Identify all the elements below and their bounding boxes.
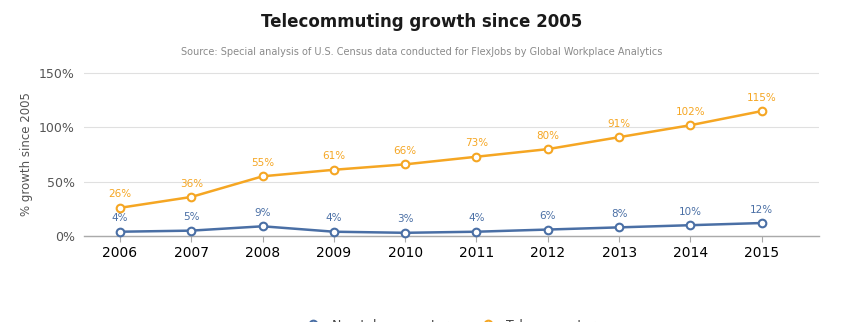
Text: 4%: 4%: [326, 213, 342, 223]
Text: 80%: 80%: [536, 131, 560, 141]
Text: 12%: 12%: [750, 205, 773, 215]
Text: 10%: 10%: [679, 207, 702, 217]
Text: 102%: 102%: [675, 107, 706, 117]
Text: 4%: 4%: [111, 213, 128, 223]
Text: 6%: 6%: [539, 211, 556, 221]
Text: 5%: 5%: [183, 212, 199, 222]
Text: 26%: 26%: [109, 189, 132, 199]
Text: 61%: 61%: [322, 151, 345, 161]
Text: 73%: 73%: [465, 138, 488, 148]
Text: 3%: 3%: [397, 214, 414, 224]
Text: 36%: 36%: [180, 179, 203, 189]
Text: Telecommuting growth since 2005: Telecommuting growth since 2005: [262, 13, 582, 31]
Text: 115%: 115%: [747, 93, 776, 103]
Legend: Non-telecommuters, Telecommuters: Non-telecommuters, Telecommuters: [296, 314, 607, 322]
Text: 91%: 91%: [608, 119, 630, 129]
Text: 9%: 9%: [254, 208, 271, 218]
Y-axis label: % growth since 2005: % growth since 2005: [20, 93, 33, 216]
Text: 55%: 55%: [251, 158, 274, 168]
Text: 8%: 8%: [611, 209, 627, 219]
Text: 66%: 66%: [393, 146, 417, 156]
Text: Source: Special analysis of U.S. Census data conducted for FlexJobs by Global Wo: Source: Special analysis of U.S. Census …: [181, 47, 663, 57]
Text: 4%: 4%: [468, 213, 484, 223]
